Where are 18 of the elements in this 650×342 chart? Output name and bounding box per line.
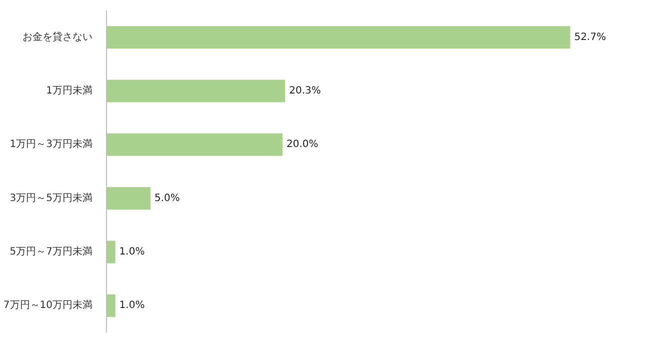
- bar: [106, 294, 116, 317]
- bar: [106, 80, 286, 102]
- data-label: 20.0%: [286, 139, 318, 150]
- bar: [106, 133, 282, 156]
- data-label: 20.3%: [289, 86, 321, 96]
- bar: [106, 26, 570, 49]
- y-tick-label: 3万円～5万円未満: [10, 192, 93, 204]
- bar: [106, 187, 150, 210]
- data-label: 52.7%: [574, 32, 606, 43]
- y-tick-label: 7万円～10万円未満: [3, 299, 93, 312]
- y-tick-label: 1万円未満: [46, 84, 93, 96]
- bar: [106, 240, 116, 264]
- data-label: 1.0%: [119, 246, 145, 258]
- y-tick-label: お金を貸さない: [22, 30, 92, 43]
- data-label: 5.0%: [154, 192, 180, 204]
- data-label: 1.0%: [119, 300, 145, 312]
- y-tick-label: 5万円～7万円未満: [10, 246, 93, 258]
- y-tick-label: 1万円～3万円未満: [10, 138, 93, 150]
